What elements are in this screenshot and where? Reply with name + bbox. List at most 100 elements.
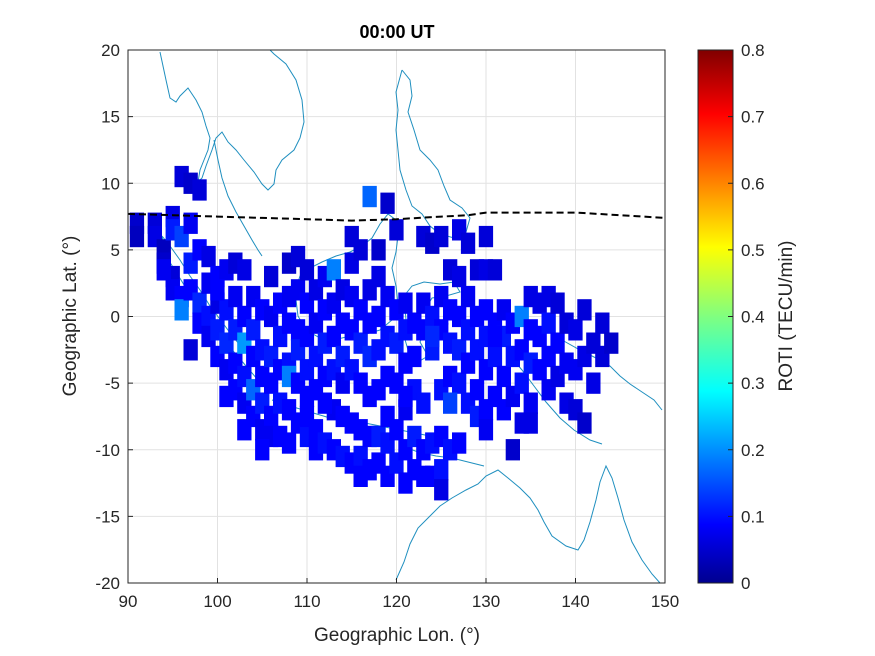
roti-cell: [174, 299, 189, 321]
roti-cell: [595, 312, 610, 334]
roti-cell: [434, 479, 449, 501]
roti-cell: [460, 285, 476, 308]
roti-cell: [183, 339, 198, 361]
colorbar-tick-label: 0.4: [741, 308, 765, 327]
roti-cell: [353, 465, 368, 487]
x-tick-label: 140: [561, 592, 589, 611]
roti-cell: [353, 239, 368, 261]
x-tick-label: 150: [651, 592, 679, 611]
roti-cell: [129, 225, 145, 248]
colorbar-tick-label: 0.8: [741, 41, 765, 60]
roti-cell: [326, 259, 341, 281]
roti-cell: [246, 319, 261, 341]
roti-cell: [407, 345, 422, 368]
roti-cell: [255, 439, 270, 461]
roti-cell: [398, 292, 413, 314]
roti-cell: [577, 412, 592, 434]
colorbar-tick-label: 0: [741, 574, 750, 593]
roti-cell: [317, 392, 332, 414]
roti-cell: [523, 412, 538, 434]
roti-cell: [505, 439, 520, 461]
roti-cell: [237, 419, 252, 441]
roti-cell: [487, 259, 503, 281]
roti-cell: [299, 259, 315, 281]
colorbar-tick-label: 0.5: [741, 241, 765, 260]
colorbar-tick-label: 0.2: [741, 441, 765, 460]
roti-cell: [452, 432, 467, 454]
colorbar-tick-label: 0.6: [741, 174, 765, 193]
roti-cell: [156, 259, 171, 281]
x-tick-label: 130: [472, 592, 500, 611]
y-axis-ticks: 20 15 10 5 0 -5 -10 -15 -20: [95, 41, 133, 593]
roti-cell: [228, 285, 243, 308]
x-axis-ticks: 90 100 110 120 130 140 150: [119, 578, 679, 611]
y-tick-label: -15: [95, 507, 120, 526]
colorbar-label: ROTI (TECU/min): [776, 241, 797, 392]
roti-cell: [237, 259, 252, 281]
coastline-australia: [395, 464, 661, 583]
roti-cell: [219, 385, 234, 408]
roti-cell: [416, 465, 431, 487]
y-tick-label: 5: [111, 241, 120, 260]
roti-cell: [550, 292, 565, 314]
roti-cell: [568, 319, 583, 341]
roti-cell: [380, 192, 395, 214]
x-tick-label: 100: [203, 592, 231, 611]
roti-cell: [434, 459, 449, 481]
map-layers: [128, 50, 665, 583]
roti-cell: [443, 392, 458, 414]
roti-cell: [371, 305, 386, 328]
colorbar-ticks: 0.8 0.7 0.6 0.5 0.4 0.3 0.2 0.1 0: [728, 41, 765, 593]
y-tick-label: -5: [105, 374, 120, 393]
roti-cell: [460, 232, 476, 254]
roti-cell: [478, 225, 494, 248]
roti-cell: [478, 419, 494, 441]
roti-cell: [452, 265, 467, 288]
roti-cell: [469, 379, 485, 401]
roti-cell: [299, 405, 315, 428]
roti-cell: [281, 432, 297, 454]
x-tick-label: 90: [119, 592, 138, 611]
roti-cell: [380, 405, 395, 428]
roti-cell: [425, 325, 440, 348]
chart-title: 00:00 UT: [359, 22, 434, 42]
roti-cell: [371, 265, 386, 288]
x-axis-label: Geographic Lon. (°): [314, 625, 480, 646]
roti-cell: [577, 299, 592, 321]
roti-cell: [434, 225, 449, 248]
magnetic-equator-line: [128, 211, 665, 222]
y-tick-label: 10: [101, 174, 120, 193]
roti-cell: [604, 332, 619, 354]
y-tick-label: 20: [101, 41, 120, 60]
roti-cell: [541, 312, 556, 334]
y-tick-label: -10: [95, 441, 120, 460]
y-tick-label: 15: [101, 108, 120, 127]
roti-cell: [487, 345, 503, 368]
roti-cell: [452, 372, 467, 394]
roti-cell: [416, 392, 431, 414]
roti-cell: [586, 372, 601, 394]
colorbar-tick-label: 0.7: [741, 108, 765, 127]
x-tick-label: 110: [293, 592, 320, 611]
y-axis-label: Geographic Lat. (°): [60, 236, 81, 397]
roti-cell: [398, 385, 413, 408]
roti-cell: [487, 325, 503, 348]
roti-cell: [264, 265, 279, 288]
roti-cell: [192, 179, 207, 201]
roti-cell: [201, 245, 216, 268]
roti-cell: [523, 392, 538, 414]
roti-cell: [389, 219, 404, 241]
y-tick-label: 0: [111, 308, 120, 327]
coastline-indochina: [159, 50, 305, 191]
colorbar-tick-label: 0.3: [741, 374, 765, 393]
roti-cell: [210, 279, 225, 301]
roti-cell: [371, 239, 386, 261]
x-tick-label: 120: [382, 592, 410, 611]
roti-cell: [550, 332, 565, 354]
roti-cell: [496, 365, 511, 388]
y-tick-label: -20: [95, 574, 120, 593]
colorbar: [697, 49, 734, 584]
coastline-malaya: [213, 139, 263, 257]
colorbar-tick-label: 0.1: [741, 507, 765, 526]
